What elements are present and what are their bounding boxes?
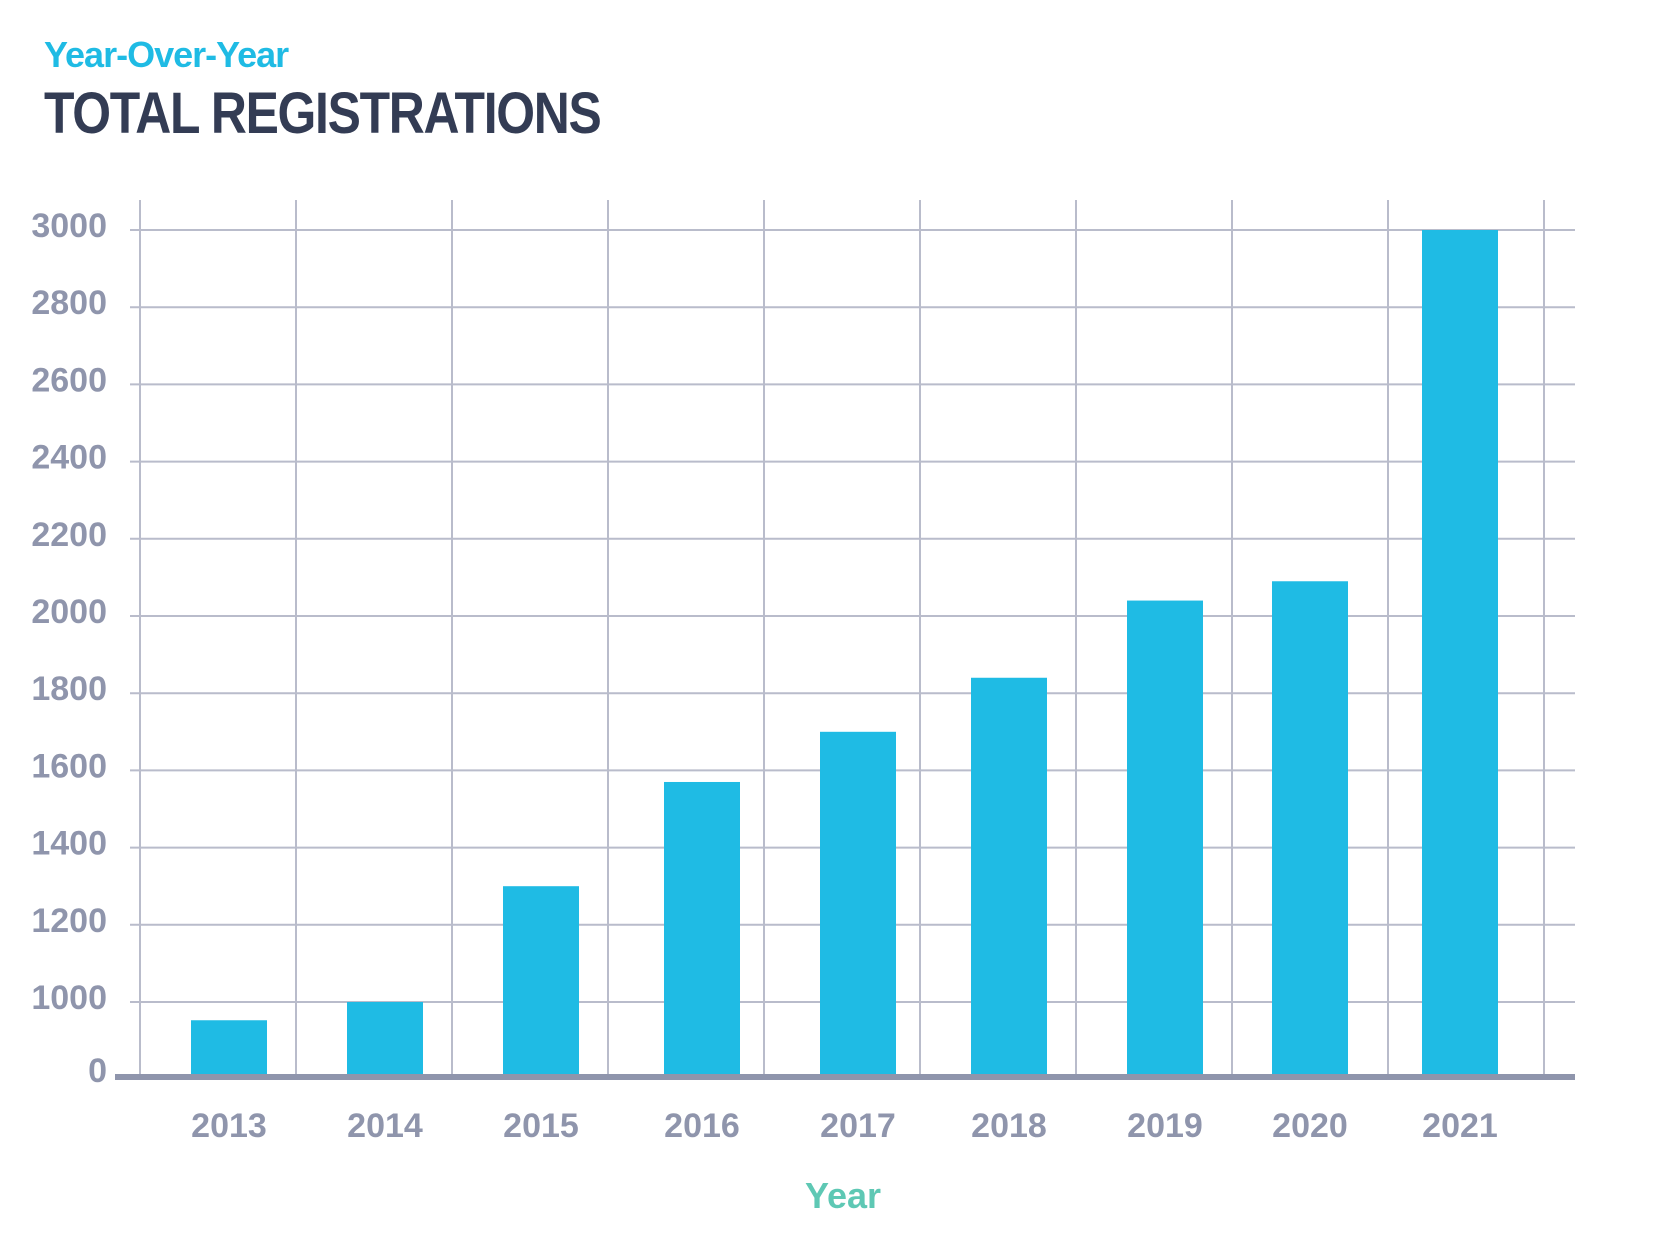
bar-2016 — [664, 781, 740, 1075]
x-tick-label: 2017 — [820, 1107, 896, 1145]
chart-title: TOTAL REGISTRATIONS — [44, 81, 602, 146]
y-tick-label: 1600 — [31, 747, 107, 785]
y-tick-label: 3000 — [31, 207, 107, 245]
x-tick-label: 2014 — [347, 1107, 423, 1145]
y-tick-label: 2400 — [31, 439, 107, 477]
y-tick-label: 2200 — [31, 516, 107, 554]
y-tick-label: 2000 — [31, 593, 107, 631]
x-tick-labels: 2013 2014 2015 2016 2017 2018 2019 2020 2021 — [191, 1107, 1498, 1145]
bar-2018 — [971, 677, 1047, 1075]
x-tick-label: 2016 — [664, 1107, 740, 1145]
x-tick-label: 2021 — [1422, 1107, 1498, 1145]
y-tick-label: 2600 — [31, 361, 107, 399]
bar-2020 — [1272, 581, 1348, 1075]
x-tick-label: 2015 — [503, 1107, 579, 1145]
x-tick-label: 2018 — [971, 1107, 1047, 1145]
y-tick-label: 1400 — [31, 825, 107, 863]
y-tick-label: 1800 — [31, 670, 107, 708]
x-tick-label: 2013 — [191, 1107, 267, 1145]
bar-2015 — [503, 886, 579, 1075]
y-tick-label: 2800 — [31, 284, 107, 322]
y-tick-label: 1000 — [31, 979, 107, 1017]
bar-2019 — [1127, 600, 1203, 1075]
bar-2014 — [347, 1002, 423, 1075]
x-tick-label: 2019 — [1127, 1107, 1203, 1145]
y-tick-labels: 0 1000 1200 1400 1600 1800 2000 2200 2400 2600 280… — [31, 207, 107, 1090]
bar-2021 — [1422, 230, 1498, 1075]
y-tick-label: 1200 — [31, 902, 107, 940]
x-axis-label: Year — [805, 1175, 881, 1216]
y-tick-label: 0 — [88, 1052, 107, 1090]
x-tick-label: 2020 — [1272, 1107, 1348, 1145]
chart-subtitle: Year-Over-Year — [44, 34, 289, 75]
bars — [191, 230, 1498, 1075]
bar-2013 — [191, 1020, 267, 1075]
bar-2017 — [820, 731, 896, 1075]
